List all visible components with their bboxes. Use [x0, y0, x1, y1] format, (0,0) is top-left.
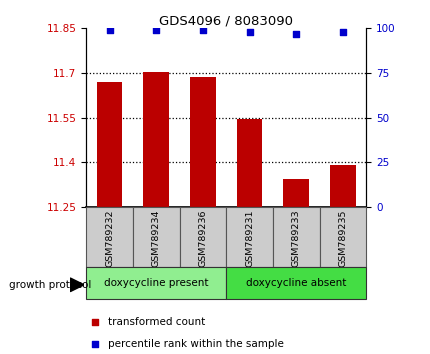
Bar	[96, 82, 122, 207]
Point	[246, 29, 252, 35]
Point	[339, 29, 346, 35]
Bar	[190, 78, 215, 207]
Text: percentile rank within the sample: percentile rank within the sample	[108, 339, 283, 349]
Bar	[272, 207, 319, 267]
Bar	[319, 207, 366, 267]
Bar	[143, 72, 169, 207]
Text: GSM789235: GSM789235	[338, 210, 347, 267]
Text: GSM789234: GSM789234	[151, 210, 160, 267]
Bar	[236, 119, 262, 207]
Text: GSM789232: GSM789232	[105, 210, 114, 267]
Point	[91, 341, 98, 347]
Bar	[226, 267, 366, 299]
Bar	[132, 207, 179, 267]
Bar	[329, 165, 355, 207]
Text: GSM789236: GSM789236	[198, 210, 207, 267]
Point	[292, 31, 299, 36]
Text: GSM789231: GSM789231	[245, 210, 254, 267]
Bar	[226, 207, 272, 267]
Point	[91, 319, 98, 325]
Bar	[179, 207, 226, 267]
Text: doxycycline absent: doxycycline absent	[246, 278, 346, 288]
Text: doxycycline present: doxycycline present	[104, 278, 208, 288]
Bar	[283, 179, 308, 207]
Bar	[86, 207, 132, 267]
Point	[106, 27, 113, 33]
Title: GDS4096 / 8083090: GDS4096 / 8083090	[159, 14, 292, 27]
Point	[152, 27, 159, 33]
Bar	[86, 267, 226, 299]
Polygon shape	[70, 278, 84, 292]
Point	[199, 27, 206, 33]
Text: GSM789233: GSM789233	[291, 210, 300, 267]
Text: transformed count: transformed count	[108, 317, 205, 327]
Text: growth protocol: growth protocol	[9, 280, 91, 290]
